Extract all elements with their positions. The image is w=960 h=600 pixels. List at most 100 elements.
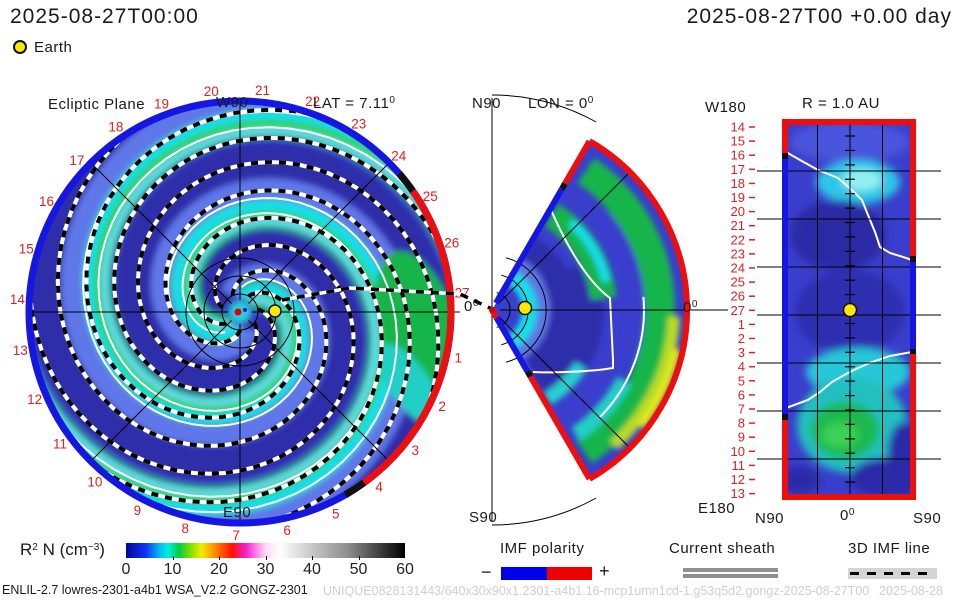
svg-text:23: 23 (351, 116, 366, 131)
svg-text:19: 19 (154, 96, 169, 111)
svg-text:19: 19 (731, 190, 745, 205)
svg-text:16: 16 (731, 148, 745, 163)
imf-positive-swatch (547, 567, 592, 580)
colorbar-tick-label: 10 (163, 561, 182, 578)
ecliptic-w90-label: W90 (216, 94, 249, 111)
svg-text:4: 4 (375, 479, 383, 494)
svg-text:22: 22 (731, 232, 745, 247)
svg-text:17: 17 (69, 153, 84, 168)
colorbar-tick (265, 556, 267, 560)
colorbar-label: R2 N (cm−3) (20, 540, 105, 559)
svg-text:3: 3 (738, 345, 745, 360)
svg-text:8: 8 (738, 416, 745, 431)
svg-text:4: 4 (738, 359, 745, 374)
svg-text:2: 2 (438, 399, 446, 414)
imf-polarity-label: IMF polarity (500, 540, 585, 557)
svg-text:26: 26 (444, 235, 459, 250)
colorbar-tick (219, 556, 220, 560)
svg-text:21: 21 (731, 218, 745, 233)
svg-text:3: 3 (411, 443, 419, 458)
svg-text:12: 12 (27, 392, 42, 407)
model-run-label: ENLIL-2.7 lowres-2301-a4b1 WSA_V2.2 GONG… (2, 583, 308, 597)
radial-zero-label: 00 (840, 507, 855, 524)
imf-negative-swatch (501, 567, 547, 580)
colorbar-tick (312, 556, 313, 560)
meridional-lon-title: LON = 00 (528, 95, 594, 112)
svg-text:25: 25 (731, 275, 745, 290)
svg-text:2: 2 (738, 331, 745, 346)
earth-legend-label: Earth (34, 39, 73, 56)
timestamp-left: 2025-08-27T00:00 (10, 5, 199, 28)
svg-text:8: 8 (182, 521, 190, 536)
svg-text:5: 5 (332, 506, 340, 521)
svg-text:10: 10 (87, 474, 102, 489)
ecliptic-e90-label: E90 (223, 504, 252, 521)
current-sheath-label: Current sheath (669, 540, 776, 557)
current-sheath-swatch-top (683, 568, 778, 572)
svg-text:7: 7 (232, 528, 240, 543)
radial-map: 1415161718192021222324252627123456789101… (731, 119, 941, 501)
svg-text:10: 10 (731, 444, 745, 459)
svg-text:24: 24 (391, 148, 407, 163)
svg-text:7: 7 (738, 402, 745, 417)
svg-text:9: 9 (738, 430, 745, 445)
earth-marker-ecliptic (268, 304, 282, 318)
svg-text:12: 12 (731, 472, 745, 487)
svg-text:25: 25 (423, 189, 438, 204)
colorbar-tick-label: 40 (303, 561, 321, 578)
svg-text:22: 22 (305, 94, 320, 109)
svg-text:14: 14 (731, 120, 745, 135)
meridional-zero-label: 00 (683, 299, 698, 316)
svg-text:20: 20 (731, 204, 745, 219)
svg-text:18: 18 (108, 120, 123, 135)
svg-text:6: 6 (283, 523, 291, 538)
svg-text:24: 24 (731, 261, 745, 276)
meridional-plot (489, 94, 728, 526)
ecliptic-title: Ecliptic Plane (48, 96, 146, 113)
earth-legend-icon (13, 40, 27, 54)
timestamp-right: 2025-08-27T00 +0.00 day (686, 5, 952, 28)
colorbar-tick-label: 60 (396, 561, 414, 578)
radial-w180-label: W180 (705, 99, 747, 116)
svg-text:18: 18 (731, 176, 745, 191)
watermark-date: 2025-08-28 (879, 584, 943, 598)
colorbar-tickmarks (126, 556, 405, 560)
svg-text:16: 16 (39, 194, 54, 209)
colorbar-gradient (126, 543, 405, 558)
radial-n90-label: N90 (755, 510, 785, 527)
earth-marker-meridional (517, 300, 533, 316)
current-sheath-swatch-bottom (683, 574, 778, 578)
svg-text:21: 21 (255, 83, 270, 98)
watermark-text: UNIQUE0828131443/640x30x90x1.2301-a4b1.1… (323, 584, 870, 598)
svg-text:27: 27 (731, 303, 745, 318)
imf-line-dashes (850, 572, 935, 575)
radial-s90-label: S90 (913, 510, 942, 527)
svg-text:23: 23 (731, 246, 745, 261)
svg-text:15: 15 (731, 134, 745, 149)
colorbar-tick-label: 50 (349, 561, 368, 578)
imf-plus-sign: + (599, 561, 610, 581)
radial-title: R = 1.0 AU (802, 95, 880, 112)
svg-text:17: 17 (731, 162, 745, 177)
svg-text:14: 14 (10, 292, 26, 307)
meridional-s90-label: S90 (469, 509, 498, 526)
colorbar-tick-label: 20 (210, 561, 228, 578)
svg-text:13: 13 (13, 343, 28, 358)
svg-text:9: 9 (134, 503, 142, 518)
svg-text:1: 1 (738, 317, 745, 332)
svg-text:20: 20 (204, 84, 219, 99)
svg-text:1: 1 (455, 351, 463, 366)
svg-text:6: 6 (738, 387, 745, 402)
svg-text:15: 15 (19, 241, 34, 256)
meridional-n90-label: N90 (472, 95, 502, 112)
svg-text:26: 26 (731, 289, 745, 304)
colorbar-tick-label: 0 (121, 561, 131, 578)
radial-e180-label: E180 (698, 500, 736, 517)
imf-line-label: 3D IMF line (848, 540, 931, 557)
svg-text:11: 11 (53, 437, 67, 452)
colorbar-tick (172, 556, 174, 560)
